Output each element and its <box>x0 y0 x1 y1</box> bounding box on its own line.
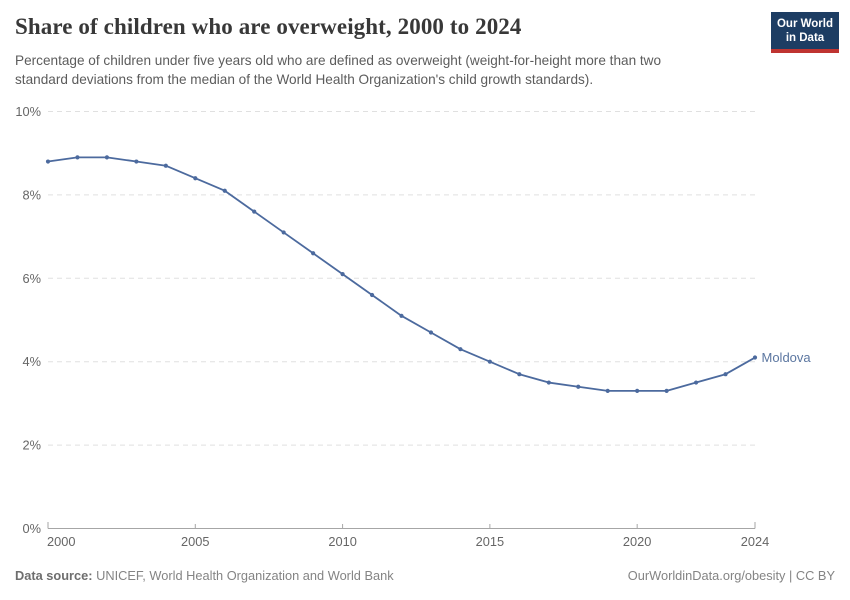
series-markers <box>45 155 758 393</box>
data-point-2013 <box>428 330 434 335</box>
data-point-2020 <box>635 388 640 393</box>
data-point-2007 <box>252 209 257 214</box>
data-source-note: Data source: UNICEF, World Health Organi… <box>15 568 394 583</box>
data-point-2002 <box>104 155 110 160</box>
x-tick-label-2000: 2000 <box>47 534 75 549</box>
gridlines: 0% 2% 4% 6% 8% 10% <box>15 104 755 536</box>
data-point-2006 <box>222 188 227 193</box>
license-link[interactable]: OurWorldinData.org/obesity | CC BY <box>627 568 835 583</box>
data-point-2005 <box>193 176 198 181</box>
chart-subtitle: Percentage of children under five years … <box>15 51 785 90</box>
x-tick-label-2024: 2024 <box>741 534 769 549</box>
data-point-2023 <box>723 372 728 377</box>
data-point-2022 <box>693 380 699 385</box>
y-tick-label-6%: 6% <box>23 271 42 286</box>
data-point-2014 <box>458 347 463 352</box>
data-point-2017 <box>546 380 551 385</box>
owid-logo-red-bar <box>771 49 839 53</box>
data-point-2004 <box>163 163 168 168</box>
entity-label-moldova[interactable]: Moldova <box>762 350 812 365</box>
data-point-2011 <box>369 292 375 298</box>
data-point-2001 <box>75 155 80 160</box>
subtitle-line-1: Percentage of children under five years … <box>15 53 662 68</box>
data-point-2009 <box>311 251 316 256</box>
y-tick-label-4%: 4% <box>23 354 42 369</box>
data-point-2003 <box>134 159 139 164</box>
x-tick-label-2020: 2020 <box>623 534 651 549</box>
data-point-2018 <box>576 384 581 389</box>
x-tick-label-2015: 2015 <box>476 534 504 549</box>
data-point-2015 <box>487 359 492 364</box>
data-point-2012 <box>399 313 404 318</box>
data-point-2016 <box>517 372 522 377</box>
x-tick-label-2010: 2010 <box>328 534 356 549</box>
owid-logo-line1: Our World <box>776 18 833 30</box>
x-tick-label-2005: 2005 <box>181 534 209 549</box>
data-point-2019 <box>605 388 610 393</box>
y-tick-label-10%: 10% <box>15 104 41 119</box>
data-point-2008 <box>281 230 286 235</box>
x-axis: 2000 2005 2010 2015 2020 2024 <box>47 522 769 549</box>
data-point-2010 <box>340 272 345 277</box>
data-point-2000 <box>45 159 51 164</box>
data-source-label: Data source: <box>15 568 93 583</box>
subtitle-line-2: standard deviations from the median of t… <box>15 72 594 88</box>
series-line-moldova[interactable] <box>47 156 756 392</box>
y-tick-label-2%: 2% <box>23 438 42 453</box>
chart-footer: Data source: UNICEF, World Health Organi… <box>15 568 835 583</box>
data-point-2024 <box>752 355 758 360</box>
data-source-value: UNICEF, World Health Organization and Wo… <box>92 568 394 583</box>
page-title: Share of children who are overweight, 20… <box>15 14 522 39</box>
owid-logo-text: Our World in Data <box>771 12 839 49</box>
y-tick-label-0%: 0% <box>23 521 42 536</box>
data-point-2021 <box>664 388 669 393</box>
y-tick-label-8%: 8% <box>23 187 42 202</box>
owid-logo-line2: in Data <box>785 32 825 44</box>
owid-logo[interactable]: Our World in Data <box>771 12 839 53</box>
